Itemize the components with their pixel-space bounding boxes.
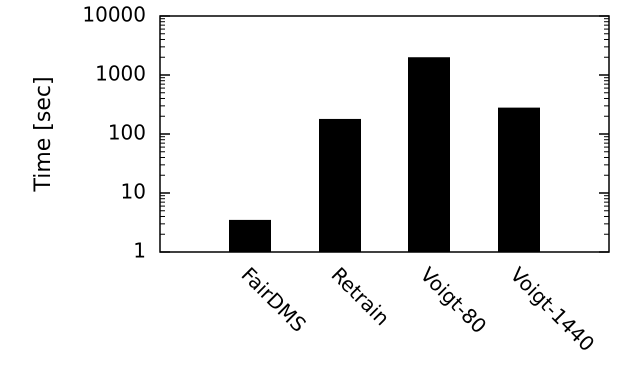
y-axis-title: Time [sec] (31, 76, 56, 192)
y-tick-label: 1 (133, 239, 146, 263)
plot-frame (159, 15, 610, 253)
x-tick-label: Retrain (327, 262, 395, 330)
x-tick-label: Voigt-80 (416, 262, 492, 338)
y-major-ticks (160, 15, 609, 253)
x-tick-labels: FairDMS Retrain Voigt-80 Voigt-1440 (237, 262, 600, 356)
x-tick-label: FairDMS (237, 262, 311, 336)
x-tick-label: Voigt-1440 (506, 262, 600, 356)
bar-voigt-80 (408, 57, 450, 253)
y-tick-label: 100 (108, 121, 146, 145)
y-tick-label: 10 (121, 180, 146, 204)
bar-retrain (319, 118, 361, 252)
y-tick-labels: 1 10 100 1000 10000 (82, 3, 146, 263)
bars (229, 57, 540, 253)
bar-fairdms (229, 219, 271, 252)
y-tick-label: 10000 (82, 3, 146, 27)
bar-voigt-1440 (498, 107, 540, 252)
y-tick-label: 1000 (95, 62, 146, 86)
y-minor-ticks (160, 18, 609, 235)
